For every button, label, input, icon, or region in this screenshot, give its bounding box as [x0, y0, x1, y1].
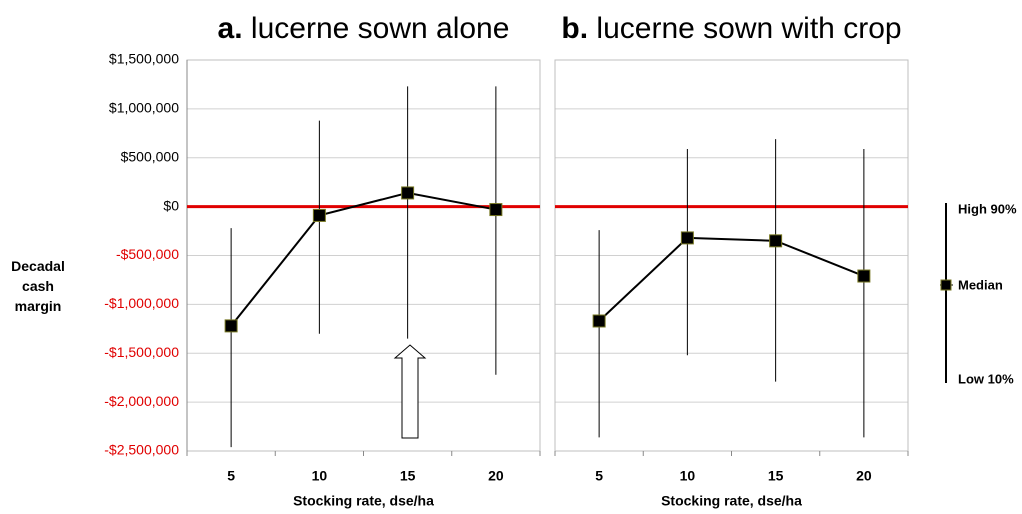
- y-tick-label: -$500,000: [116, 246, 179, 262]
- series-line: [598, 236, 865, 322]
- x-axis-title: Stocking rate, dse/ha: [661, 493, 802, 509]
- chart-title: b. lucerne sown with crop: [561, 12, 901, 45]
- legend-high: High 90%: [958, 201, 1017, 216]
- y-tick-label: $1,500,000: [109, 51, 179, 67]
- arrow-annotation: [393, 344, 427, 439]
- median-marker: [312, 208, 326, 222]
- y-tick-label: -$1,500,000: [104, 344, 179, 360]
- title-gap: [588, 12, 596, 45]
- x-tick-label: 10: [680, 468, 696, 484]
- median-marker: [489, 203, 503, 217]
- median-marker: [224, 319, 238, 333]
- median-marker: [401, 186, 415, 200]
- y-tick-label: -$2,500,000: [104, 442, 179, 458]
- x-tick-label: 5: [595, 468, 603, 484]
- x-tick-label: 15: [768, 468, 784, 484]
- x-tick-label: 5: [227, 468, 235, 484]
- median-marker: [680, 231, 694, 245]
- median-marker: [592, 314, 606, 328]
- series-line: [230, 191, 497, 327]
- x-tick-label: 20: [856, 468, 872, 484]
- y-axis-title: Decadal cash margin: [11, 258, 65, 314]
- y-tick-label: $1,000,000: [109, 100, 179, 116]
- x-tick-label: 15: [400, 468, 416, 484]
- title-gap: [243, 12, 251, 45]
- y-tick-label: $0: [163, 197, 179, 213]
- y-tick-label: $500,000: [121, 148, 180, 164]
- x-axis-title: Stocking rate, dse/ha: [293, 493, 434, 509]
- median-marker: [857, 269, 871, 283]
- title-prefix: a.: [218, 12, 243, 45]
- y-tick-label: -$2,000,000: [104, 393, 179, 409]
- title-text: lucerne sown alone: [251, 12, 510, 45]
- x-tick-label: 10: [312, 468, 328, 484]
- legend-median: Median: [958, 277, 1003, 292]
- x-tick-label: 20: [488, 468, 504, 484]
- title-text: lucerne sown with crop: [596, 12, 901, 45]
- y-tick-label: -$1,000,000: [104, 295, 179, 311]
- chart-title: a. lucerne sown alone: [218, 12, 510, 45]
- legend-low: Low 10%: [958, 371, 1014, 386]
- median-marker: [769, 234, 783, 248]
- legend-median-marker: [940, 279, 952, 291]
- title-prefix: b.: [561, 12, 588, 45]
